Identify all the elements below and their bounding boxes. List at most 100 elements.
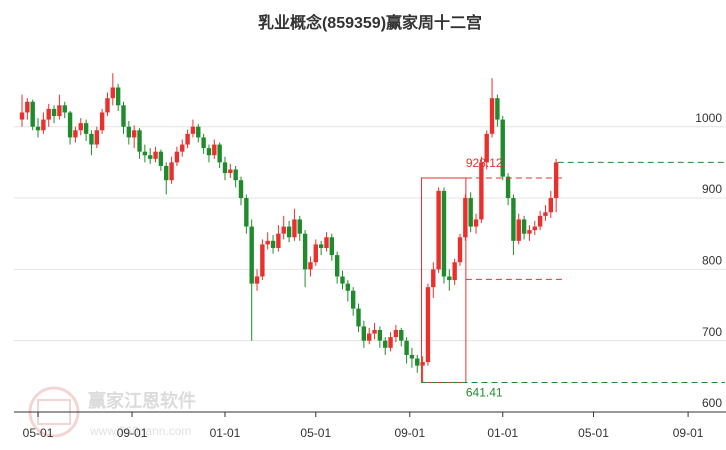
candle-body: [297, 219, 302, 234]
candle-body: [99, 112, 105, 131]
candle-body: [409, 354, 415, 359]
candle-body: [377, 329, 383, 341]
candle-body: [340, 276, 345, 284]
candle-body: [324, 237, 329, 248]
candle-body: [473, 219, 479, 227]
candle-body: [505, 176, 511, 199]
candle-body: [206, 148, 212, 156]
candle-body: [164, 165, 169, 181]
candle-body: [511, 198, 516, 241]
candle-body: [30, 101, 35, 127]
chart-title: 乳业概念(859359)赢家周十二宫: [258, 13, 482, 32]
candle-body: [25, 101, 30, 113]
candle-body: [302, 233, 308, 270]
candle-body: [51, 108, 57, 117]
candle-body: [463, 198, 468, 238]
candle-body: [484, 133, 489, 163]
y-tick-label: 800: [702, 254, 722, 268]
y-tick-label: 700: [702, 325, 722, 339]
candle-body: [286, 226, 292, 238]
x-tick-label: 01-01: [487, 426, 518, 440]
watermark-brand: 赢家江恩软件: [88, 390, 196, 411]
candle-body: [281, 226, 286, 234]
x-tick-label: 05-01: [578, 426, 609, 440]
candle-body: [217, 144, 222, 163]
x-tick-label: 09-01: [673, 426, 704, 440]
level-label: 928.12: [466, 156, 503, 170]
candle-body: [308, 262, 313, 270]
candle-body: [521, 219, 527, 234]
candle-body: [292, 219, 297, 238]
candle-body: [356, 308, 361, 327]
candle-body: [180, 144, 185, 152]
candle-body: [495, 98, 500, 120]
candle-body: [441, 190, 447, 277]
candle-body: [260, 244, 265, 277]
candle-body: [265, 240, 270, 245]
candle-body: [527, 230, 532, 234]
candle-body: [158, 151, 164, 166]
level-label: 641.41: [466, 386, 503, 400]
candle-body: [244, 198, 249, 227]
y-tick-label: 1000: [695, 111, 722, 125]
candle-body: [78, 123, 83, 131]
candle-body: [345, 283, 351, 291]
candle-body: [148, 155, 153, 159]
candle-body: [350, 290, 356, 309]
candle-body: [276, 233, 281, 248]
candle-body: [174, 151, 180, 163]
candle-body: [105, 98, 110, 113]
watermark-site: www.360gann.com: [89, 424, 191, 438]
candle-body: [41, 119, 46, 131]
candle-body: [121, 105, 126, 127]
candle-body: [57, 105, 62, 117]
candle-body: [537, 215, 543, 227]
candle-body: [270, 240, 276, 248]
watermark: 赢家江恩软件 www.360gann.com: [28, 386, 196, 438]
candle-body: [169, 162, 174, 181]
candle-body: [329, 237, 335, 256]
candle-body: [142, 151, 148, 156]
y-tick-label: 600: [702, 396, 722, 410]
candle-body: [73, 130, 78, 138]
candle-body: [153, 151, 158, 159]
candle-body: [516, 219, 521, 241]
x-tick-label: 09-01: [394, 426, 425, 440]
candle-body: [388, 337, 393, 348]
candle-body: [318, 244, 324, 248]
candle-body: [249, 226, 254, 284]
candle-body: [548, 198, 554, 213]
candle-body: [201, 137, 206, 149]
candle-body: [532, 226, 537, 231]
candle-body: [190, 126, 196, 134]
candle-body: [383, 340, 388, 348]
x-tick-label: 05-01: [300, 426, 331, 440]
candle-body: [67, 112, 73, 138]
candle-body: [137, 130, 142, 152]
candle-body: [468, 198, 473, 227]
candle-body: [479, 162, 484, 220]
candle-body: [313, 244, 318, 263]
candle-body: [404, 340, 409, 355]
candle-body: [222, 162, 228, 174]
candle-body: [115, 87, 121, 106]
candle-body: [35, 126, 41, 131]
candle-body: [543, 212, 548, 216]
candle-body: [447, 276, 452, 281]
candle-body: [436, 190, 441, 270]
x-tick-label: 01-01: [210, 426, 241, 440]
candle-body: [254, 276, 260, 284]
candle-body: [110, 87, 116, 99]
candle-body: [431, 269, 436, 288]
y-tick-label: 900: [702, 182, 722, 196]
candle-body: [238, 180, 244, 199]
x-tick-label: 05-01: [23, 426, 54, 440]
candle-body: [372, 329, 377, 334]
candle-body: [425, 287, 431, 363]
candle-body: [185, 133, 190, 145]
candle-body: [89, 133, 94, 145]
candle-body: [228, 169, 233, 174]
candle-body: [83, 123, 89, 134]
candle-body: [393, 329, 399, 338]
